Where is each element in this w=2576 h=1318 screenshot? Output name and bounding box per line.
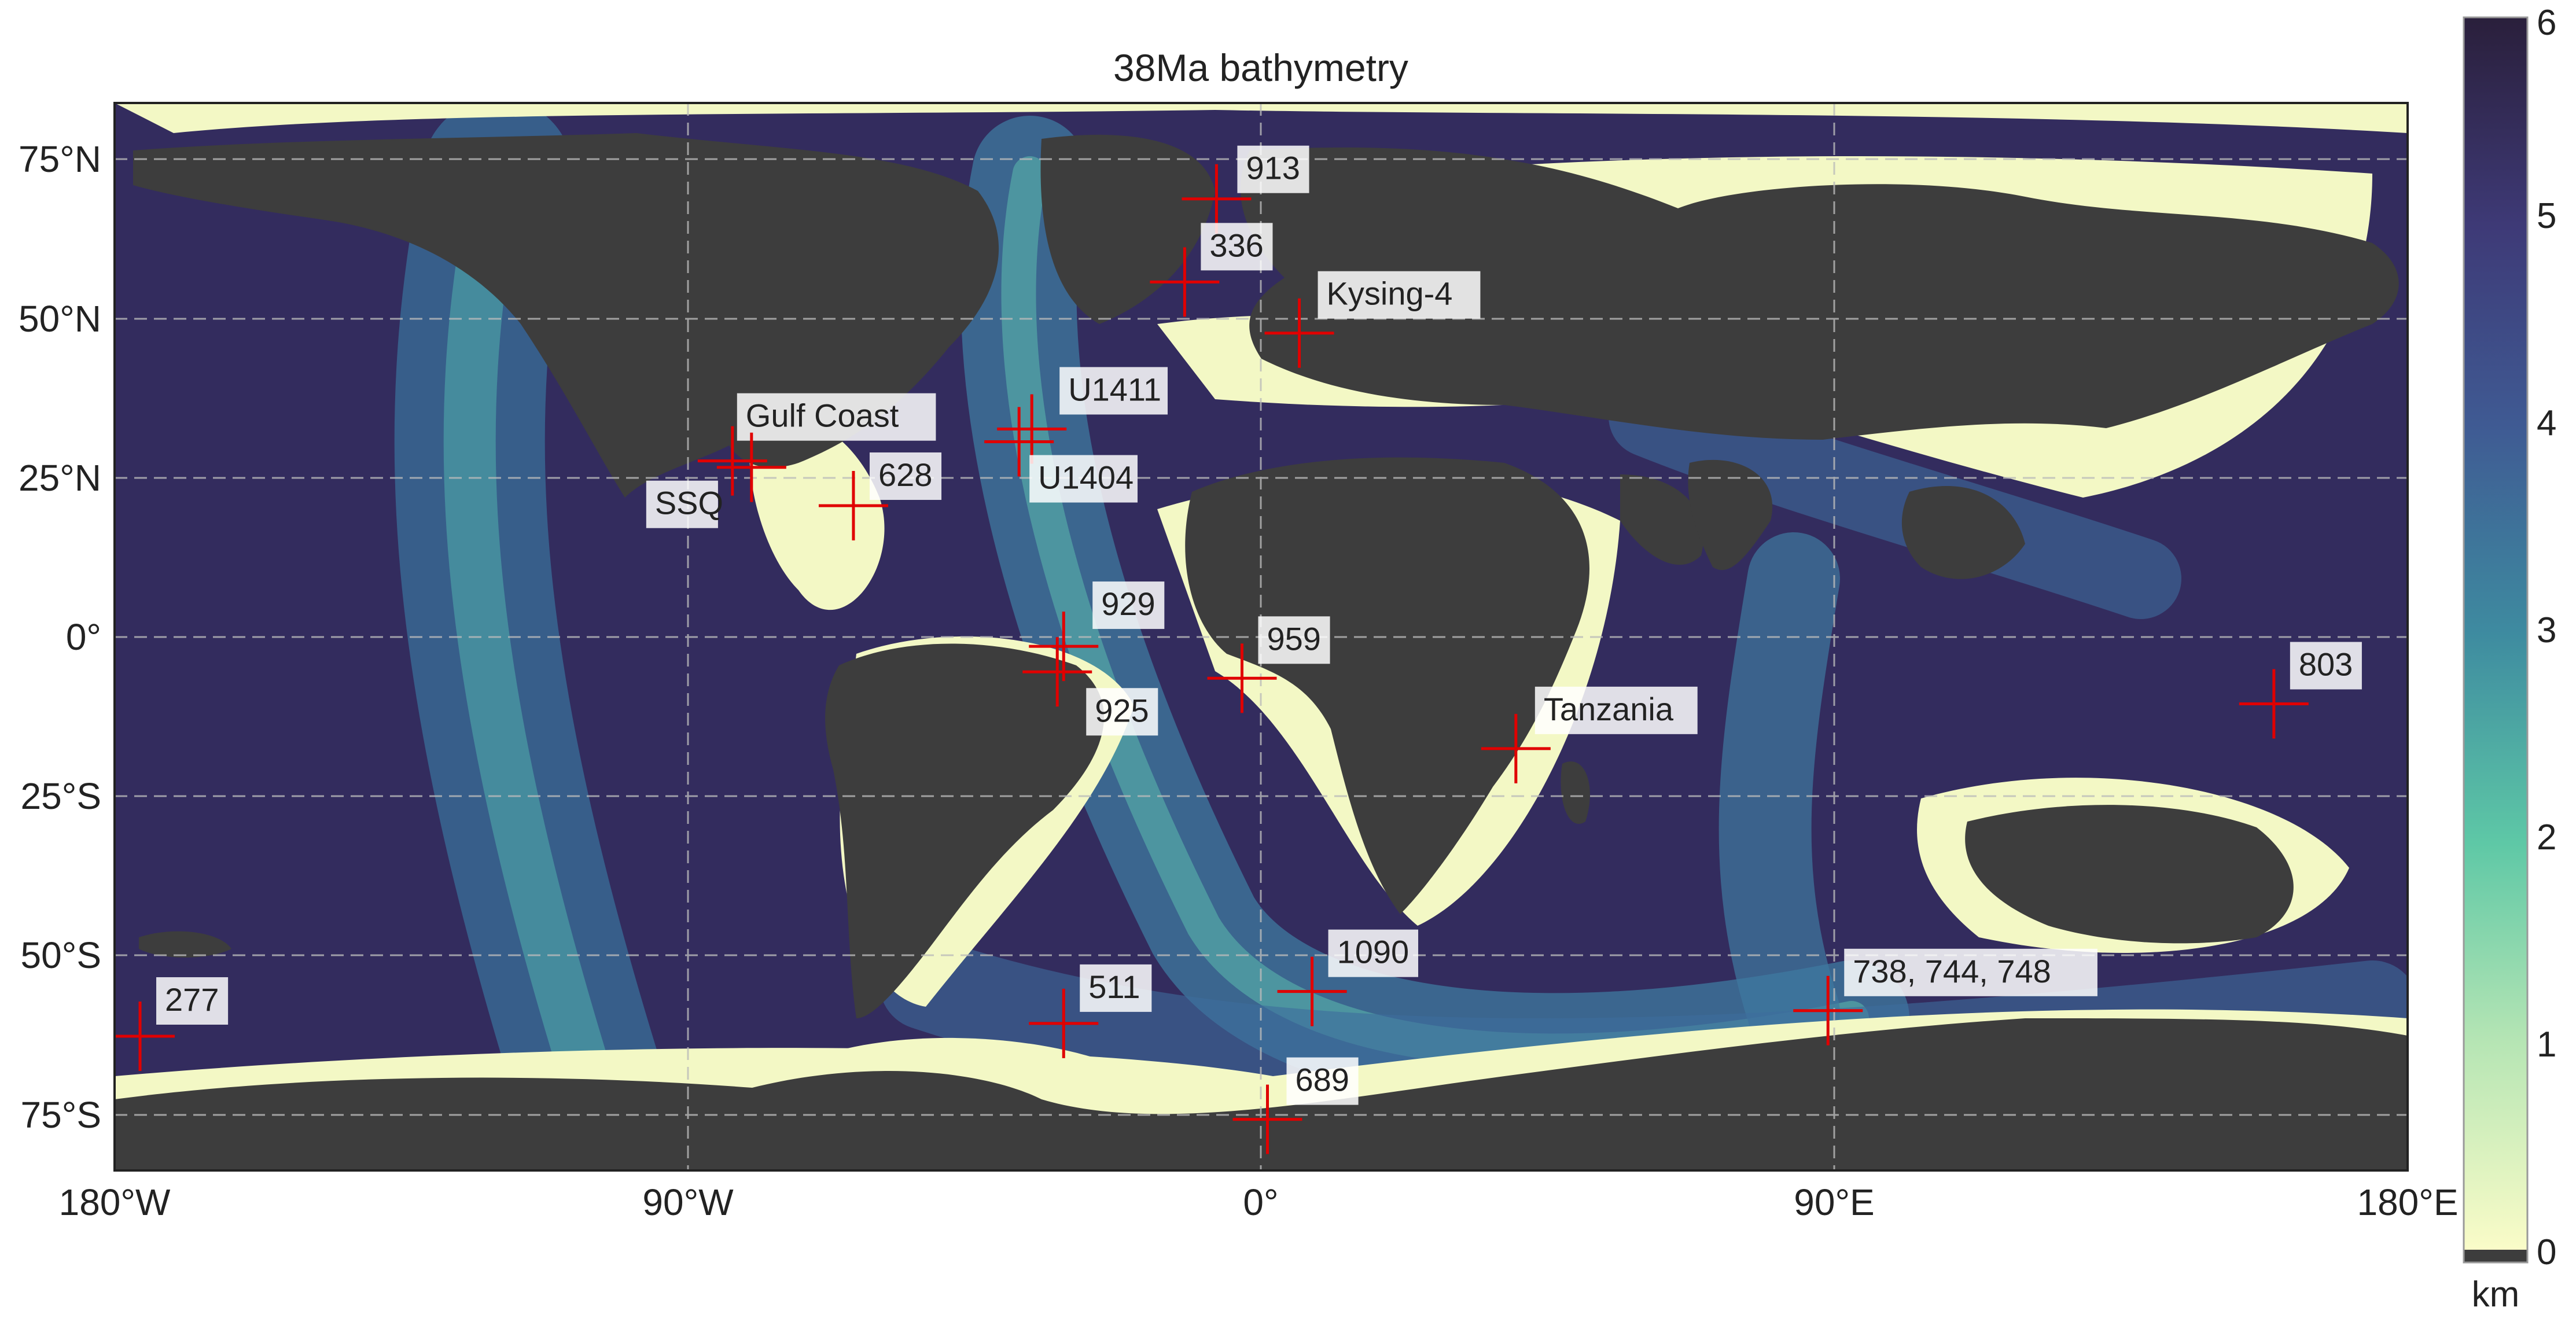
site-label-text: U1404 — [1038, 459, 1134, 496]
site-label-text: 803 — [2299, 646, 2353, 683]
lat-tick-labels: 75°N 50°N 25°N 0° 25°S 50°S 75°S — [19, 138, 101, 1136]
lat-tick-label: 75°S — [21, 1094, 101, 1136]
site-marker — [115, 1001, 175, 1071]
land-south-america — [825, 643, 1104, 1018]
site-label-text: 913 — [1246, 150, 1300, 186]
site-label: SSQ — [646, 480, 723, 528]
site-marker — [1277, 956, 1347, 1026]
site-marker — [1182, 164, 1252, 234]
site-label-text: 689 — [1296, 1062, 1349, 1098]
site-label: 277 — [156, 977, 229, 1025]
site-label: 925 — [1086, 688, 1158, 736]
land-africa — [1185, 457, 1589, 914]
site-label: 929 — [1092, 581, 1165, 629]
site-marker — [1022, 637, 1092, 707]
site-label: Tanzania — [1534, 686, 1698, 734]
land-se-asia — [1901, 486, 2025, 579]
site-marker — [1150, 247, 1220, 317]
site-label-text: 1090 — [1337, 934, 1410, 970]
site-label-text: Tanzania — [1544, 691, 1674, 727]
lon-tick-label: 90°W — [642, 1181, 734, 1223]
lon-tick-label: 90°E — [1794, 1181, 1874, 1223]
site-marker — [2239, 669, 2309, 739]
lat-tick-label: 50°N — [19, 298, 101, 340]
site-label-text: Gulf Coast — [746, 397, 899, 434]
colorbar-tick-label: 4 — [2537, 403, 2556, 443]
map-frame — [113, 102, 2409, 1172]
site-label: 803 — [2290, 642, 2362, 690]
site-label-text: SSQ — [655, 485, 723, 521]
site-label: 511 — [1080, 964, 1152, 1012]
land-eurasia — [1240, 147, 2399, 440]
site-label: U1404 — [1029, 455, 1138, 503]
site-marker — [1232, 1084, 1302, 1154]
lat-tick-label: 75°N — [19, 138, 101, 180]
lat-tick-label: 0° — [66, 616, 101, 658]
site-label-text: 628 — [878, 456, 932, 493]
colorbar-unit-label: km — [2472, 1275, 2520, 1315]
site-label-text: U1411 — [1068, 371, 1161, 407]
site-label-text: 738, 744, 748 — [1853, 953, 2051, 989]
site-label: 336 — [1201, 223, 1273, 271]
site-label-text: 925 — [1095, 692, 1149, 728]
site-label-text: 511 — [1088, 969, 1140, 1005]
colorbar-frame — [2463, 16, 2529, 1264]
site-marker — [697, 426, 767, 496]
colorbar-tick-label: 6 — [2537, 3, 2556, 43]
site-label: 959 — [1258, 616, 1330, 664]
lat-tick-label: 25°N — [19, 457, 101, 499]
lon-tick-label: 180°W — [59, 1181, 171, 1223]
lon-tick-label: 0° — [1243, 1181, 1278, 1223]
colorbar-tick-label: 5 — [2537, 196, 2556, 236]
colorbar-tick-label: 0 — [2537, 1232, 2556, 1272]
map-title: 38Ma bathymetry — [1113, 46, 1408, 89]
lat-tick-label: 25°S — [21, 775, 101, 817]
site-marker — [1793, 975, 1863, 1045]
colorbar-land-swatch — [2464, 1250, 2527, 1262]
colorbar-gradient — [2464, 17, 2527, 1250]
colorbar: 0 1 2 3 4 5 6 km — [2463, 3, 2556, 1315]
site-marker — [818, 471, 888, 541]
site-marker — [1207, 643, 1277, 713]
site-label-text: 959 — [1267, 620, 1320, 657]
land-greenland — [1040, 134, 1215, 324]
site-label: 689 — [1286, 1057, 1359, 1105]
colorbar-tick-label: 1 — [2537, 1025, 2556, 1065]
map-panel: 913 336 Kysing-4 U1411 U1404 Gulf Coast 628 SSQ… — [115, 103, 2408, 1170]
site-label: 628 — [869, 452, 942, 500]
site-marker — [1481, 713, 1551, 783]
site-label-text: Kysing-4 — [1327, 275, 1453, 312]
site-label: U1411 — [1059, 367, 1168, 415]
land-australia — [1965, 805, 2294, 944]
site-label-text: 277 — [165, 981, 219, 1018]
site-label: Gulf Coast — [737, 393, 936, 441]
site-marker — [984, 407, 1054, 477]
site-marker — [997, 394, 1067, 464]
land-arabia — [1620, 474, 1703, 565]
site-label-text: 336 — [1209, 227, 1263, 263]
site-label: 1090 — [1328, 929, 1419, 977]
land-madagascar — [1561, 761, 1590, 824]
colorbar-tick-label: 2 — [2537, 818, 2556, 857]
site-marker — [1264, 298, 1334, 368]
lat-tick-label: 50°S — [21, 934, 101, 976]
site-marker — [716, 432, 786, 502]
site-label-text: 929 — [1101, 586, 1155, 622]
site-marker — [1029, 988, 1099, 1058]
site-label: 913 — [1237, 145, 1309, 193]
site-label: 738, 744, 748 — [1844, 948, 2097, 996]
lon-tick-labels: 180°W 90°W 0° 90°E 180°E — [59, 1181, 2459, 1223]
land-india — [1688, 459, 1773, 570]
site-label: Kysing-4 — [1318, 271, 1481, 319]
lon-tick-label: 180°E — [2357, 1181, 2458, 1223]
site-marker — [1029, 612, 1099, 682]
site-markers: 913 336 Kysing-4 U1411 U1404 Gulf Coast 628 SSQ… — [115, 145, 2362, 1154]
colorbar-tick-label: 3 — [2537, 610, 2556, 650]
